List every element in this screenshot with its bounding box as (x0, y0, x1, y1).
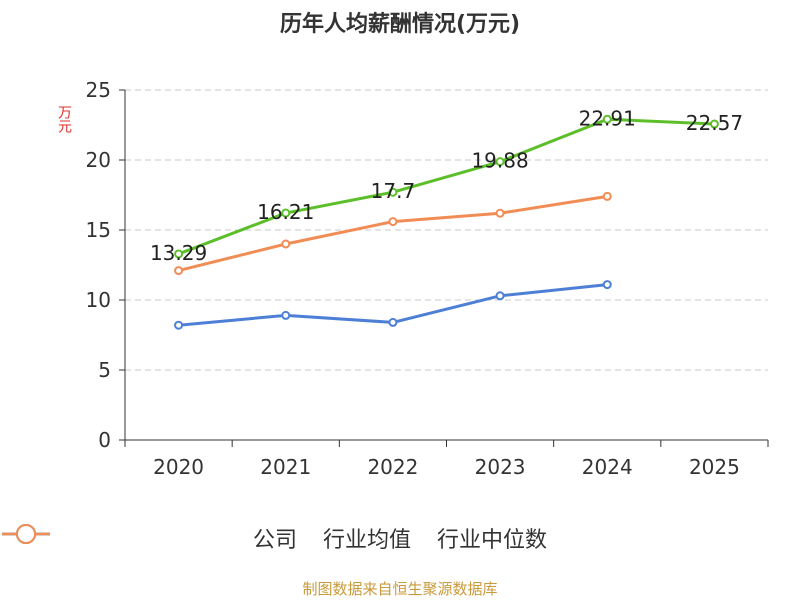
legend-label-company: 公司 (252, 528, 297, 553)
y-axis-label: 万元 (56, 105, 72, 133)
data-point-s0-2020 (174, 249, 184, 259)
data-point-s0-2024 (602, 114, 612, 124)
legend: 公司 行业均值 行业中位数 (0, 522, 800, 554)
y-tick-label-10: 10 (86, 288, 111, 312)
data-label-2024: 22.91 (579, 106, 636, 130)
x-tick-label-2021: 2021 (260, 455, 311, 479)
data-point-s0-2021 (281, 208, 291, 218)
y-tick-label-5: 5 (98, 358, 111, 382)
data-label-2020: 13.29 (150, 241, 207, 265)
data-label-2025: 22.57 (686, 111, 743, 135)
series-line-0 (178, 117, 715, 256)
x-tick-label-2020: 2020 (153, 455, 204, 479)
legend-swatch-industry-median (2, 524, 50, 544)
data-label-2022: 17.7 (371, 179, 416, 203)
legend-item-industry-median[interactable]: 行业中位数 (2, 522, 548, 554)
legend-item-industry-mean[interactable]: 行业均值 (2, 522, 411, 554)
x-tick-label-2025: 2025 (689, 455, 740, 479)
data-point-s0-2023 (495, 157, 505, 167)
legend-label-industry-median: 行业中位数 (437, 528, 548, 553)
data-point-s0-2022 (388, 187, 398, 197)
series-line-2 (178, 194, 608, 273)
chart-title: 历年人均薪酬情况(万元) (279, 12, 521, 37)
data-point-s0-2025 (709, 119, 719, 129)
data-point-s2-2022 (388, 217, 398, 227)
data-point-s2-2024 (602, 191, 612, 201)
x-tick-label-2022: 2022 (367, 455, 418, 479)
data-point-s1-2021 (281, 310, 291, 320)
y-tick-label-0: 0 (98, 428, 111, 452)
data-label-2023: 19.88 (471, 149, 528, 173)
data-point-s1-2022 (388, 317, 398, 327)
x-tick-label-2023: 2023 (475, 455, 526, 479)
y-tick-label-20: 20 (86, 148, 111, 172)
data-point-s1-2024 (602, 280, 612, 290)
data-point-s2-2021 (281, 239, 291, 249)
data-point-s2-2023 (495, 208, 505, 218)
data-point-s1-2023 (495, 291, 505, 301)
legend-label-industry-mean: 行业均值 (322, 528, 411, 553)
data-source-note: 制图数据来自恒生聚源数据库 (302, 580, 498, 598)
data-point-s1-2020 (174, 320, 184, 330)
y-tick-label-15: 15 (86, 218, 111, 242)
legend-item-company[interactable]: 公司 (2, 522, 297, 554)
x-tick-label-2024: 2024 (582, 455, 633, 479)
data-label-2021: 16.21 (257, 200, 314, 224)
data-point-s2-2020 (174, 266, 184, 276)
y-tick-label-25: 25 (86, 78, 111, 102)
